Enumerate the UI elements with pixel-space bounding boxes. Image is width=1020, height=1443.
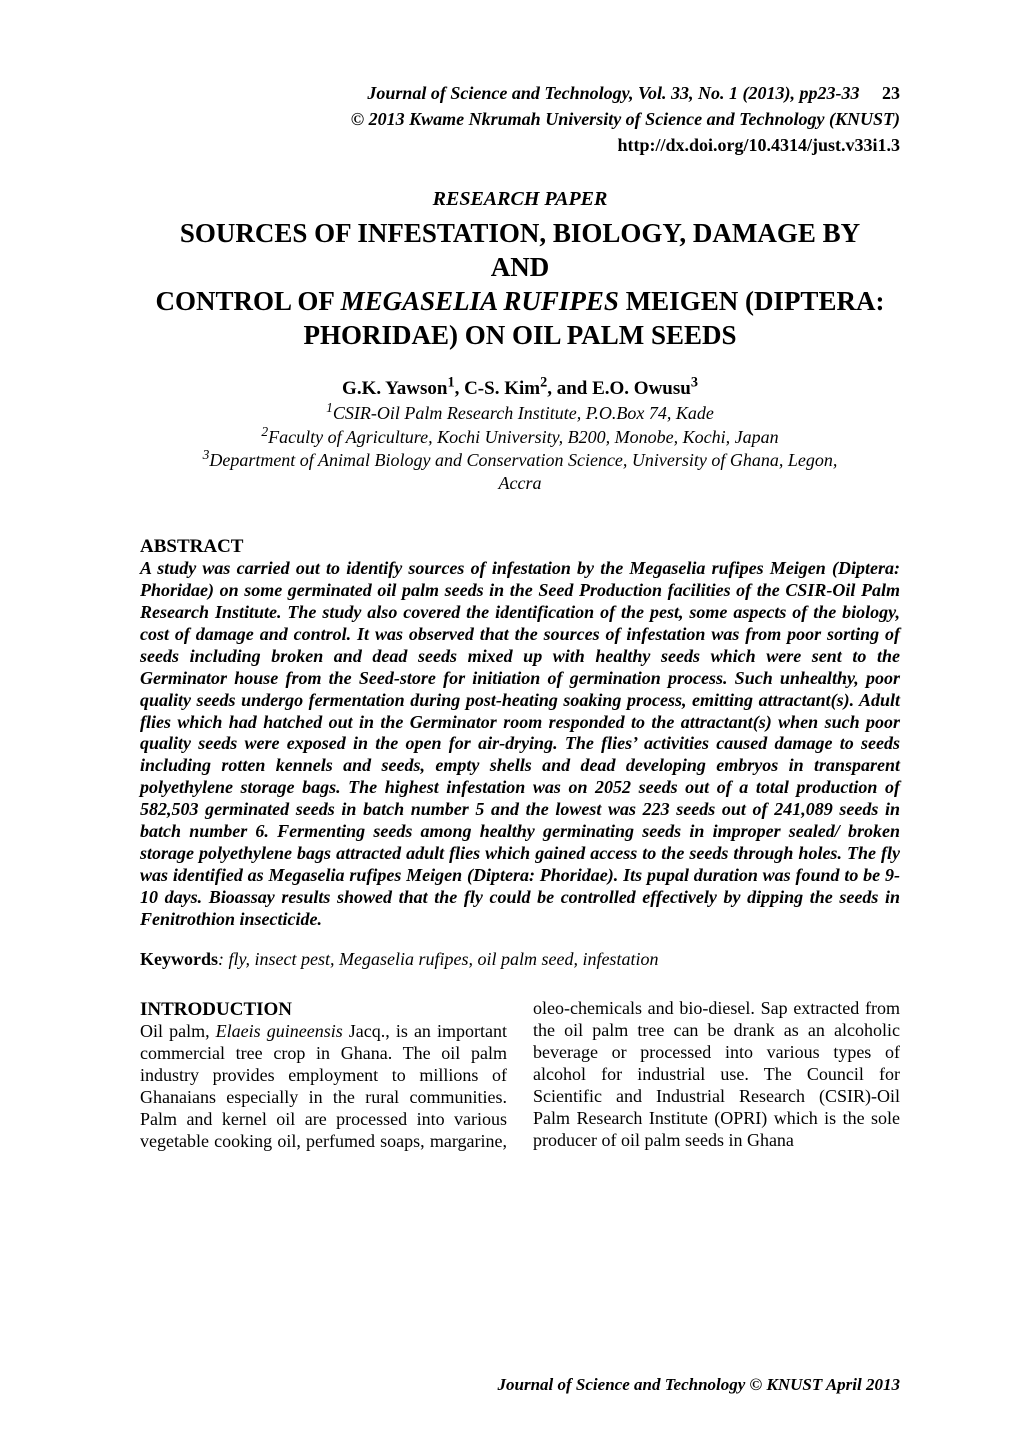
research-paper-label: RESEARCH PAPER bbox=[140, 188, 900, 211]
introduction-heading: INTRODUCTION bbox=[140, 998, 507, 1021]
article-title: SOURCES OF INFESTATION, BIOLOGY, DAMAGE … bbox=[150, 217, 890, 352]
page-number: 23 bbox=[882, 83, 900, 103]
affiliations-block: 1CSIR-Oil Palm Research Institute, P.O.B… bbox=[140, 402, 900, 496]
abstract-heading: ABSTRACT bbox=[140, 536, 900, 558]
abstract-body: A study was carried out to identify sour… bbox=[140, 558, 900, 931]
journal-line-wrap: Journal of Science and Technology, Vol. … bbox=[140, 80, 900, 106]
keywords-values: : fly, insect pest, Megaselia rufipes, o… bbox=[218, 949, 658, 969]
doi-line: http://dx.doi.org/10.4314/just.v33i1.3 bbox=[140, 132, 900, 158]
keywords-values-text: fly, insect pest, Megaselia rufipes, oil… bbox=[229, 949, 659, 969]
journal-line: Journal of Science and Technology, Vol. … bbox=[367, 83, 859, 103]
page-footer: Journal of Science and Technology © KNUS… bbox=[498, 1375, 900, 1395]
journal-header: Journal of Science and Technology, Vol. … bbox=[140, 80, 900, 158]
title-line-1: SOURCES OF INFESTATION, BIOLOGY, DAMAGE … bbox=[180, 218, 860, 282]
keywords-label: Keywords bbox=[140, 949, 218, 969]
introduction-columns: INTRODUCTION Oil palm, Elaeis guineensis… bbox=[140, 998, 900, 1153]
copyright-line: © 2013 Kwame Nkrumah University of Scien… bbox=[140, 106, 900, 132]
title-line-2: CONTROL OF MEGASELIA RUFIPES MEIGEN (DIP… bbox=[156, 286, 885, 316]
keywords-line: Keywords: fly, insect pest, Megaselia ru… bbox=[140, 949, 900, 970]
introduction-body: Oil palm, Elaeis guineensis Jacq., is an… bbox=[140, 998, 900, 1153]
title-line-3: PHORIDAE) ON OIL PALM SEEDS bbox=[303, 320, 736, 350]
authors-line: G.K. Yawson1, C-S. Kim2, and E.O. Owusu3 bbox=[140, 378, 900, 400]
